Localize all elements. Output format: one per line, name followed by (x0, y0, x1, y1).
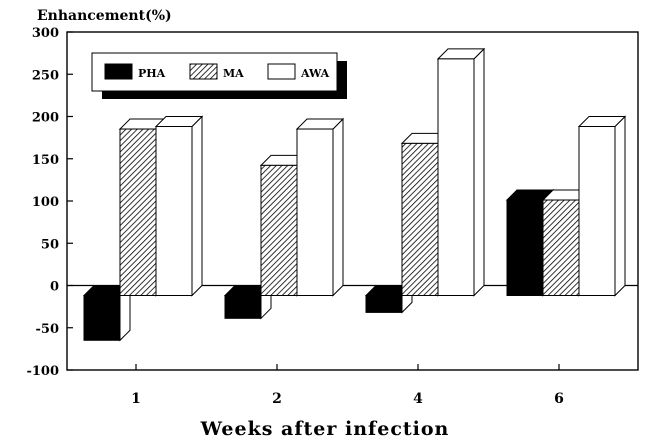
x-tick-label: 1 (131, 391, 141, 407)
bar-front (506, 199, 544, 296)
legend-label-awa: AWA (300, 67, 330, 80)
bar-front (542, 199, 580, 296)
bar-awa-4 (436, 47, 486, 297)
legend-swatch-pha (104, 63, 133, 80)
legend-label-ma: MA (223, 67, 244, 80)
legend-swatch-awa (267, 63, 296, 80)
y-tick-label: 200 (32, 111, 59, 126)
bar-side (473, 47, 485, 297)
axes: -100 -50 0 50 100 150 200 250 300 1 2 4 6 (26, 26, 639, 407)
bar-front (401, 142, 439, 296)
bar-side (614, 115, 626, 297)
bar-side (191, 115, 203, 297)
bar-front (155, 126, 193, 296)
bar-side (332, 117, 344, 297)
bar-front (83, 295, 121, 341)
x-tick-label: 2 (272, 391, 282, 407)
legend: PHA MA AWA (91, 52, 347, 99)
legend-swatch-ma (189, 63, 218, 80)
y-tick-label: -50 (36, 322, 60, 337)
y-tick-label: -100 (26, 364, 59, 379)
y-axis-label: Enhancement(%) (37, 8, 172, 24)
bar-awa-6 (577, 115, 627, 297)
x-tick-label: 6 (554, 391, 564, 407)
bar-pha-1 (82, 284, 132, 342)
bar-front (119, 128, 157, 296)
y-tick-label: 250 (32, 68, 59, 83)
bar-front (224, 295, 262, 319)
y-tick-label: 100 (32, 195, 59, 210)
bar-front (260, 164, 298, 296)
bar-awa-2 (295, 117, 345, 297)
bars (82, 47, 627, 342)
bar-front (437, 58, 475, 297)
y-tick-label: 0 (50, 280, 59, 295)
bar-pha-4 (364, 284, 414, 314)
bar-front (578, 126, 616, 296)
y-tick-label: 150 (32, 153, 59, 168)
x-tick-label: 4 (413, 391, 423, 407)
y-tick-label: 50 (41, 237, 59, 252)
x-axis-label: Weeks after infection (200, 418, 450, 440)
y-tick-label: 300 (32, 26, 59, 41)
legend-label-pha: PHA (138, 67, 166, 80)
bar-front (365, 295, 403, 313)
bar-awa-1 (154, 115, 204, 297)
bar-front (296, 128, 334, 296)
